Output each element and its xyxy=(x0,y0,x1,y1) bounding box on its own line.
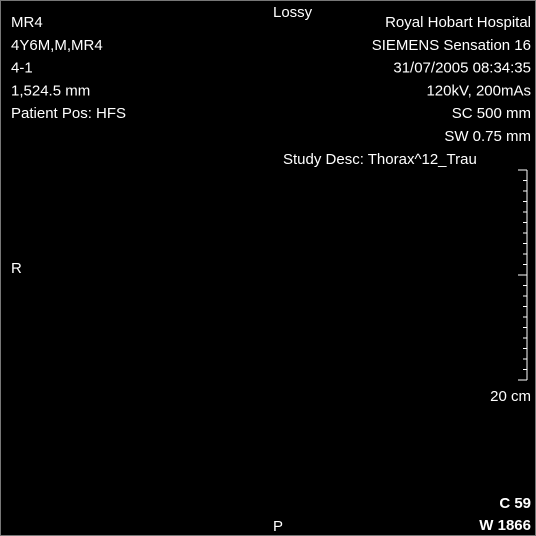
info-line: 4-1 xyxy=(11,60,33,77)
top-right-info: Royal Hobart Hospital SIEMENS Sensation 1… xyxy=(372,14,531,145)
orientation-bottom: P xyxy=(273,518,283,535)
window-width: W 1866 xyxy=(479,517,531,534)
study-description: Study Desc: Thorax^12_Trau xyxy=(283,151,477,168)
info-line: 120kV, 200mAs xyxy=(426,82,531,99)
info-line: Patient Pos: HFS xyxy=(11,105,126,122)
window-center: C 59 xyxy=(499,495,531,512)
info-line: SIEMENS Sensation 16 xyxy=(372,37,531,54)
info-line: 4Y6M,M,MR4 xyxy=(11,37,103,54)
top-left-info: MR4 4Y6M,M,MR4 4-1 1,524.5 mm Patient Pos: H… xyxy=(11,14,126,122)
info-line: 31/07/2005 08:34:35 xyxy=(393,60,531,77)
lossy-label: Lossy xyxy=(273,4,313,21)
info-line: Royal Hobart Hospital xyxy=(385,14,531,31)
info-line: SW 0.75 mm xyxy=(444,128,531,145)
info-line: MR4 xyxy=(11,14,43,31)
scale-label: 20 cm xyxy=(490,388,531,405)
scale-ruler xyxy=(518,169,528,381)
orientation-left: R xyxy=(11,260,22,277)
info-line: SC 500 mm xyxy=(452,105,531,122)
info-line: 1,524.5 mm xyxy=(11,82,90,99)
